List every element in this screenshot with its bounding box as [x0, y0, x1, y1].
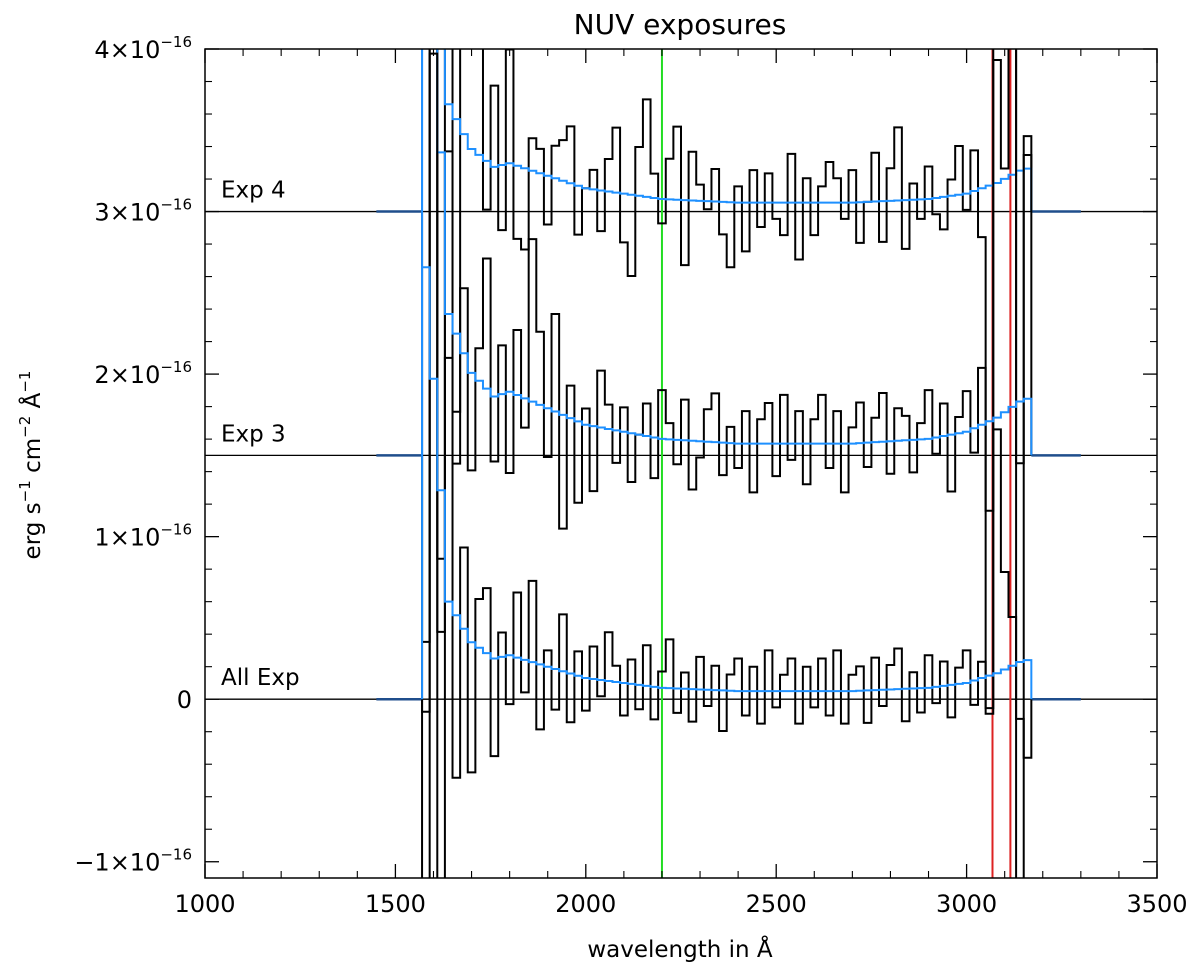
offset-label-2: All Exp: [221, 665, 300, 691]
y-tick-label: 3×10−16: [94, 196, 192, 227]
y-tick-exponent: −16: [160, 358, 192, 376]
x-tick-label: 1500: [365, 890, 426, 918]
y-tick-exponent: −16: [160, 846, 192, 864]
y-tick-mantissa: 0: [177, 686, 192, 714]
y-label-unit: erg s: [20, 502, 46, 559]
y-tick-mantissa: 1×10: [94, 524, 160, 552]
y-tick-mantissa: −1×10: [74, 849, 160, 877]
offset-label-1: Exp 3: [221, 421, 286, 447]
y-tick-exponent: −16: [160, 33, 192, 51]
observed-histogram-0: [421, 49, 1033, 713]
y-label-unit: cm: [20, 438, 46, 480]
model-histogram-0: [421, 49, 1033, 212]
offset-label-0: Exp 4: [221, 178, 286, 204]
y-tick-label: 2×10−16: [94, 358, 192, 389]
axes: Exp 4 Exp 3 All Exp 1000 1500 2000 2500 3000 350…: [74, 33, 1187, 918]
y-label-exponent: −2: [16, 416, 34, 438]
y-tick-label: 0: [177, 686, 192, 714]
y-tick-label: 4×10−16: [94, 33, 192, 64]
observed-histogram-1: [421, 49, 1033, 878]
y-axis-label: erg s−1 cm−2 Å−1: [16, 371, 46, 560]
y-tick-label: −1×10−16: [74, 846, 192, 877]
y-tick-mantissa: 2×10: [94, 361, 160, 389]
x-tick-label: 1000: [174, 890, 235, 918]
x-tick-label: 3500: [1126, 890, 1187, 918]
observed-histogram-2: [421, 52, 1033, 878]
model-histogram-1: [421, 49, 1033, 456]
plot-content: [205, 49, 1157, 878]
chart-title: NUV exposures: [574, 8, 787, 41]
y-tick-exponent: −16: [160, 196, 192, 214]
x-axis-label: wavelength in Å: [587, 935, 773, 963]
y-tick-mantissa: 3×10: [94, 199, 160, 227]
y-tick-label: 1×10−16: [94, 521, 192, 552]
x-tick-label: 2500: [746, 890, 807, 918]
x-tick-label: 3000: [936, 890, 997, 918]
y-label-exponent: −1: [16, 480, 34, 502]
model-histogram-2: [421, 266, 1033, 700]
y-tick-exponent: −16: [160, 521, 192, 539]
y-tick-mantissa: 4×10: [94, 36, 160, 64]
y-label-unit: Å: [18, 392, 46, 415]
plot-frame: [204, 48, 1158, 879]
x-tick-label: 2000: [555, 890, 616, 918]
y-label-exponent: −1: [16, 371, 34, 393]
